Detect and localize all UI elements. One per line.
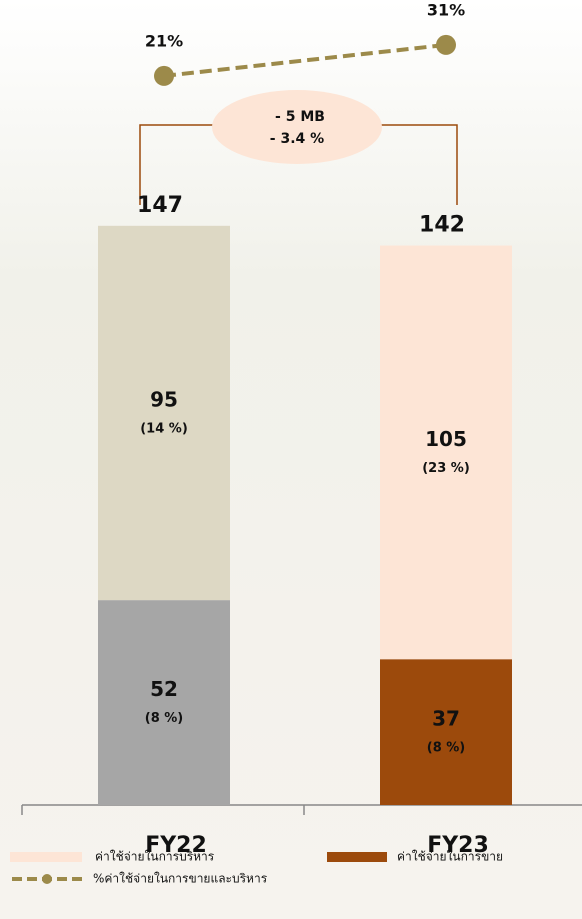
total-label: 147 [137, 193, 183, 218]
share-label: (8 %) [145, 711, 183, 726]
share-label: (8 %) [427, 741, 465, 756]
data-label: 37 [432, 707, 460, 731]
chart: - 5 MB - 3.4 % 52(8 %)95(14 %)147FY2237(… [0, 0, 582, 919]
total-label: 142 [419, 213, 465, 238]
data-label: 95 [150, 387, 178, 411]
legend-label: %ค่าใช้จ่ายในการขายและบริหาร [93, 872, 268, 886]
line-label: 31% [427, 0, 465, 19]
data-label: 105 [425, 427, 467, 451]
share-label: (14 %) [140, 421, 188, 436]
line-point [154, 66, 174, 86]
share-label: (23 %) [422, 461, 470, 476]
legend-swatch [10, 852, 82, 862]
annotation: - 5 MB [275, 109, 325, 125]
legend-swatch [327, 852, 387, 862]
line-label: 21% [145, 31, 183, 50]
legend-label: ค่าใช้จ่ายในการขาย [397, 850, 503, 864]
annotation-bubble [212, 90, 382, 164]
bar-segment [380, 659, 512, 805]
legend-label: ค่าใช้จ่ายในการบริหาร [95, 850, 215, 864]
bar-segment [98, 226, 230, 600]
annotation: - 3.4 % [270, 131, 324, 147]
bar-segment [98, 600, 230, 805]
legend-dot [42, 874, 52, 884]
data-label: 52 [150, 677, 178, 701]
bar-segment [380, 246, 512, 660]
line-point [436, 35, 456, 55]
